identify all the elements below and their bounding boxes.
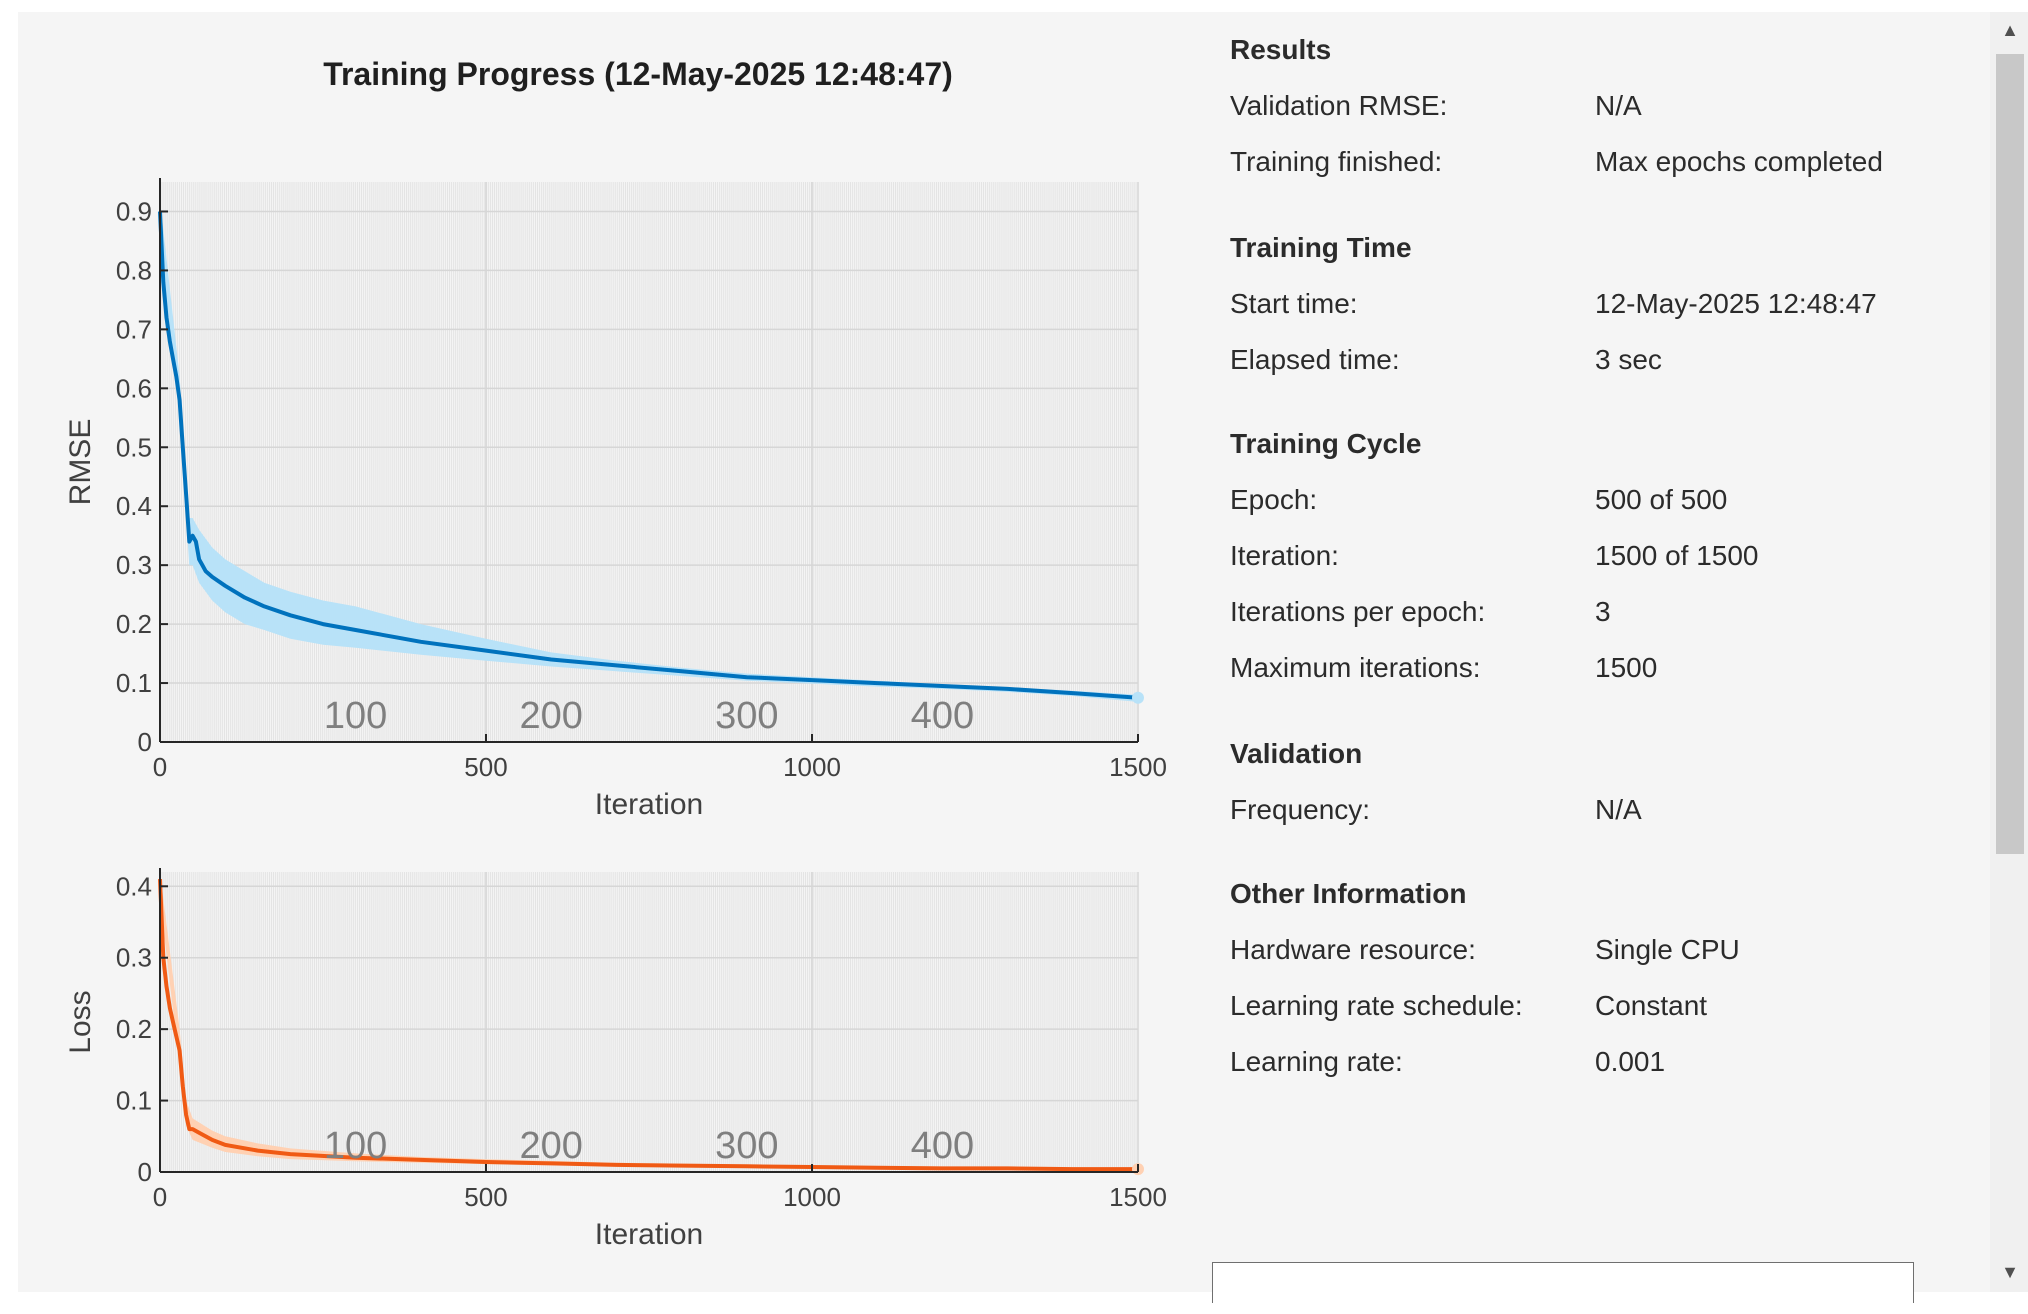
iteration-label: Iteration: [1230, 540, 1339, 571]
y-tick-label: 0.9 [116, 196, 152, 226]
scroll-thumb[interactable] [1996, 54, 2024, 854]
start-time-value: 12-May-2025 12:48:47 [1595, 288, 1877, 319]
epoch-marker-label: 400 [911, 695, 974, 737]
learning-rate-label: Learning rate: [1230, 1046, 1403, 1077]
y-tick-label: 0.6 [116, 373, 152, 403]
hardware-resource-value: Single CPU [1595, 934, 1740, 965]
y-tick-label: 0.5 [116, 432, 152, 462]
y-axis-label: Loss [64, 990, 97, 1053]
hardware-resource-label: Hardware resource: [1230, 934, 1476, 965]
y-tick-label: 0.4 [116, 491, 152, 521]
y-tick-label: 0.1 [116, 1086, 152, 1116]
x-tick-label: 0 [153, 752, 167, 782]
loss-series-line [158, 879, 1138, 1172]
iterations-per-epoch-value: 3 [1595, 596, 1611, 627]
frequency-value: N/A [1595, 794, 1642, 825]
x-tick-label: 1000 [783, 1182, 841, 1212]
scroll-up-icon[interactable]: ▲ [2001, 20, 2019, 40]
results-heading: Results [1230, 34, 1332, 65]
epoch-marker-label: 100 [324, 1125, 387, 1167]
epoch-value: 500 of 500 [1595, 484, 1728, 515]
x-tick-label: 500 [464, 1182, 507, 1212]
learning-rate-schedule-value: Constant [1595, 990, 1708, 1021]
info-panel: Results Validation RMSE: N/A Training fi… [1230, 12, 1990, 1292]
training-cycle-heading: Training Cycle [1230, 428, 1422, 459]
y-tick-label: 0 [138, 727, 152, 757]
elapsed-time-label: Elapsed time: [1230, 344, 1400, 375]
y-tick-label: 0.2 [116, 609, 152, 639]
epoch-marker-label: 100 [324, 695, 387, 737]
x-axis-label: Iteration [595, 1218, 703, 1251]
bottom-panel-edge [1212, 1262, 1914, 1303]
x-tick-label: 500 [464, 752, 507, 782]
frequency-label: Frequency: [1230, 794, 1371, 825]
epoch-marker-label: 300 [715, 695, 778, 737]
training-progress-window: Training Progress (12-May-2025 12:48:47)… [18, 12, 2028, 1292]
plot-title: Training Progress (12-May-2025 12:48:47) [323, 56, 953, 92]
x-tick-label: 1500 [1109, 752, 1167, 782]
rmse-end-marker [1132, 691, 1144, 704]
epoch-marker-label: 200 [519, 695, 582, 737]
epoch-marker-label: 400 [911, 1125, 974, 1167]
epoch-marker-label: 300 [715, 1125, 778, 1167]
learning-rate-schedule-label: Learning rate schedule: [1230, 990, 1523, 1021]
y-tick-label: 0.8 [116, 255, 152, 285]
maximum-iterations-value: 1500 [1595, 652, 1658, 683]
y-tick-label: 0.1 [116, 668, 152, 698]
epoch-label: Epoch: [1230, 484, 1318, 515]
training-finished-label: Training finished: [1230, 146, 1443, 177]
validation-rmse-value: N/A [1595, 90, 1642, 121]
start-time-label: Start time: [1230, 288, 1358, 319]
y-tick-label: 0.3 [116, 943, 152, 973]
y-tick-label: 0.7 [116, 314, 152, 344]
vertical-scrollbar[interactable]: ▲ ▼ [1990, 12, 2028, 1292]
validation-heading: Validation [1230, 738, 1363, 769]
iterations-per-epoch-label: Iterations per epoch: [1230, 596, 1486, 627]
y-tick-label: 0.2 [116, 1014, 152, 1044]
x-axis-label: Iteration [595, 788, 703, 821]
maximum-iterations-label: Maximum iterations: [1230, 652, 1481, 683]
rmse-chart: 100 200 300 400 0 0.1 0.2 0.3 0.4 0.5 0.6 0.7 0.8 0.9… [64, 178, 1167, 821]
x-tick-label: 1500 [1109, 1182, 1167, 1212]
validation-rmse-label: Validation RMSE: [1230, 90, 1448, 121]
learning-rate-value: 0.001 [1595, 1046, 1666, 1077]
other-information-heading: Other Information [1230, 878, 1467, 909]
epoch-marker-label: 200 [519, 1125, 582, 1167]
y-tick-label: 0.4 [116, 871, 152, 901]
y-tick-label: 0.3 [116, 550, 152, 580]
x-tick-label: 1000 [783, 752, 841, 782]
y-tick-label: 0 [138, 1157, 152, 1187]
y-axis-label: RMSE [64, 419, 97, 506]
training-finished-value: Max epochs completed [1595, 146, 1883, 177]
iteration-value: 1500 of 1500 [1595, 540, 1759, 571]
training-time-heading: Training Time [1230, 232, 1412, 263]
loss-minor-grid [161, 872, 1137, 1172]
rmse-series-line [158, 211, 1139, 700]
rmse-minor-grid [161, 182, 1137, 742]
elapsed-time-value: 3 sec [1595, 344, 1662, 375]
x-tick-label: 0 [153, 1182, 167, 1212]
scroll-down-icon[interactable]: ▼ [2001, 1262, 2019, 1282]
loss-chart: 100 200 300 400 0 0.1 0.2 0.3 0.4 0 500 1000 1500 Ite… [64, 868, 1167, 1251]
